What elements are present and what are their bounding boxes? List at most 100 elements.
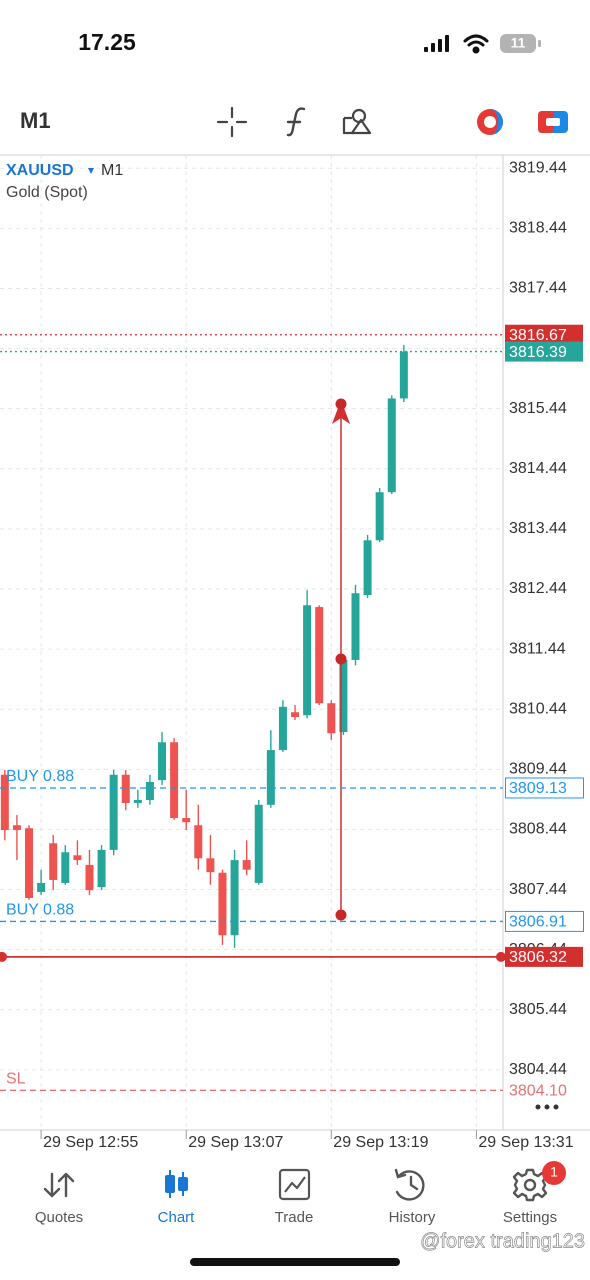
candle-body bbox=[170, 742, 179, 819]
y-tick-label: 3804.44 bbox=[509, 1061, 567, 1078]
signal-icon bbox=[424, 35, 449, 52]
candle-body bbox=[25, 828, 34, 898]
price-tag bbox=[505, 777, 584, 799]
price-tag bbox=[505, 946, 583, 967]
settings-badge bbox=[542, 1161, 566, 1185]
crosshair-button[interactable] bbox=[216, 106, 248, 138]
candle-body bbox=[109, 774, 118, 850]
timeframe-button[interactable]: M1 bbox=[20, 108, 51, 133]
price-line-label: BUY 0.88 bbox=[6, 902, 74, 919]
tab-chart[interactable]: Chart bbox=[158, 1170, 196, 1226]
tab-trade[interactable]: Trade bbox=[275, 1168, 314, 1226]
candles bbox=[0, 344, 408, 948]
measure-tool bbox=[332, 398, 350, 921]
price-tag bbox=[505, 910, 584, 932]
candle-body bbox=[49, 843, 58, 880]
price-tag bbox=[505, 324, 583, 345]
x-tick-label: 29 Sep 13:19 bbox=[333, 1134, 428, 1151]
price-tag-label: 3809.13 bbox=[509, 780, 567, 797]
tab-quotes[interactable]: Quotes bbox=[35, 1172, 83, 1226]
y-tick-label: 3809.44 bbox=[509, 761, 567, 778]
settings-badge-count: 1 bbox=[550, 1164, 558, 1180]
tab-label: Chart bbox=[158, 1209, 196, 1226]
tab-label: Settings bbox=[503, 1209, 557, 1226]
wifi-icon bbox=[463, 34, 489, 54]
x-tick-label: 29 Sep 12:55 bbox=[43, 1134, 138, 1151]
tab-label: Trade bbox=[275, 1209, 314, 1226]
y-tick-label: 3807.44 bbox=[509, 881, 567, 898]
home-indicator bbox=[190, 1258, 400, 1266]
candle-body bbox=[194, 825, 203, 859]
candle-body bbox=[254, 804, 263, 883]
y-tick-label: 3810.44 bbox=[509, 700, 567, 717]
candle-body bbox=[12, 825, 21, 831]
candle-body bbox=[363, 540, 372, 596]
status-time: 17.25 bbox=[78, 29, 136, 55]
candle-body bbox=[387, 398, 396, 493]
tab-label: History bbox=[389, 1209, 436, 1226]
price-tag-label: 3816.39 bbox=[509, 344, 567, 361]
candle-body bbox=[327, 703, 336, 734]
candle-body bbox=[375, 492, 384, 541]
indicators-button[interactable] bbox=[286, 107, 306, 137]
candle-body bbox=[399, 351, 408, 399]
y-tick-label: 3813.44 bbox=[509, 520, 567, 537]
watermark: @forex trading123 bbox=[420, 1230, 585, 1252]
candle-body bbox=[242, 860, 251, 870]
tab-history[interactable]: History bbox=[389, 1168, 436, 1226]
candle-body bbox=[121, 774, 130, 803]
symbol[interactable]: XAUUSD bbox=[6, 162, 74, 179]
y-tick-label: 3805.44 bbox=[509, 1001, 567, 1018]
candle-body bbox=[97, 849, 106, 888]
candle-body bbox=[182, 818, 191, 823]
candle-body bbox=[291, 712, 300, 718]
candle-body bbox=[206, 858, 215, 873]
candle-body bbox=[37, 882, 46, 892]
tab-label: Quotes bbox=[35, 1209, 83, 1226]
candle-body bbox=[61, 852, 70, 883]
candle-body bbox=[303, 605, 312, 716]
price-line-label: BUY 0.88 bbox=[6, 768, 74, 785]
price-tag-label: 3816.67 bbox=[509, 327, 567, 344]
price-tag-label: 3804.10 bbox=[509, 1083, 567, 1100]
battery-cap bbox=[538, 40, 541, 47]
symbol-dropdown[interactable] bbox=[88, 168, 94, 174]
x-tick-label: 29 Sep 13:31 bbox=[478, 1134, 573, 1151]
battery-level: 11 bbox=[511, 35, 526, 51]
candle-body bbox=[133, 799, 142, 803]
y-tick-label: 3815.44 bbox=[509, 400, 567, 417]
battery-icon bbox=[500, 34, 536, 53]
price-line-handle bbox=[496, 951, 506, 962]
price-line-handle bbox=[0, 951, 7, 962]
candle-body bbox=[315, 607, 324, 704]
y-tick-label: 3818.44 bbox=[509, 220, 567, 237]
trading-signals-button[interactable] bbox=[477, 109, 503, 135]
candle-body bbox=[218, 872, 227, 936]
chart-timeframe: M1 bbox=[101, 162, 123, 179]
price-tag-label: 3806.91 bbox=[509, 914, 567, 931]
more-menu[interactable] bbox=[535, 1104, 559, 1110]
one-click-button[interactable] bbox=[538, 111, 568, 133]
price-line-label: SL bbox=[6, 1071, 26, 1088]
candle-body bbox=[339, 659, 348, 733]
y-tick-label: 3817.44 bbox=[509, 280, 567, 297]
y-tick-label: 3811.44 bbox=[509, 640, 566, 657]
y-tick-label: 3808.44 bbox=[509, 821, 567, 838]
time-axis: 29 Sep 12:55 29 Sep 13:07 29 Sep 13:19 29 S… bbox=[40, 1130, 574, 1151]
objects-button[interactable] bbox=[342, 108, 372, 135]
candle-body bbox=[230, 860, 239, 936]
y-tick-label: 3819.44 bbox=[509, 159, 567, 176]
candle-body bbox=[158, 742, 167, 781]
candle-body bbox=[73, 855, 82, 861]
symbol-description: Gold (Spot) bbox=[6, 184, 88, 201]
candle-body bbox=[85, 864, 94, 891]
price-tag bbox=[505, 1080, 583, 1101]
price-tag-label: 3806.32 bbox=[509, 949, 567, 966]
y-tick-label: 3814.44 bbox=[509, 460, 567, 477]
grid: 3804.443805.443806.443807.443808.443809.… bbox=[0, 155, 567, 1130]
y-tick-label: 3812.44 bbox=[509, 580, 567, 597]
candle-body bbox=[351, 593, 360, 660]
